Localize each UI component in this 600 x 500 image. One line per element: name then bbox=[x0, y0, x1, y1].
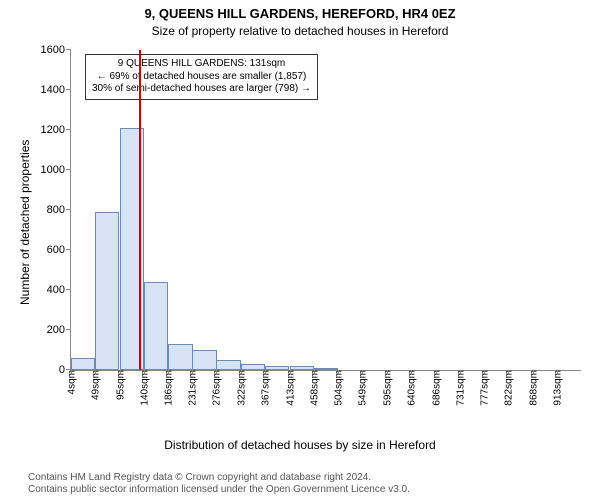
x-tick-mark bbox=[533, 370, 534, 375]
y-tick-mark bbox=[66, 249, 71, 250]
x-tick-mark bbox=[411, 370, 412, 375]
x-tick-label: 549sqm bbox=[356, 370, 369, 406]
attribution-line: Contains public sector information licen… bbox=[28, 484, 600, 496]
plot-area: 9 QUEENS HILL GARDENS: 131sqm ← 69% of d… bbox=[70, 50, 581, 371]
x-tick-mark bbox=[71, 370, 72, 375]
x-tick-label: 595sqm bbox=[380, 370, 393, 406]
x-tick-mark bbox=[95, 370, 96, 375]
x-tick-label: 322sqm bbox=[235, 370, 248, 406]
x-tick-mark bbox=[290, 370, 291, 375]
x-tick-label: 504sqm bbox=[332, 370, 345, 406]
x-tick-mark bbox=[120, 370, 121, 375]
y-tick-label: 400 bbox=[47, 284, 71, 296]
x-tick-label: 822sqm bbox=[502, 370, 515, 406]
histogram-bar bbox=[168, 344, 192, 370]
x-tick-label: 186sqm bbox=[162, 370, 175, 406]
x-tick-label: 413sqm bbox=[283, 370, 296, 406]
histogram-bar bbox=[192, 350, 216, 370]
y-tick-label: 1600 bbox=[41, 44, 71, 56]
x-tick-label: 140sqm bbox=[137, 370, 150, 406]
attribution-line: Contains HM Land Registry data © Crown c… bbox=[28, 472, 600, 484]
histogram-bar bbox=[241, 364, 265, 370]
y-tick-mark bbox=[66, 329, 71, 330]
y-tick-label: 1400 bbox=[41, 84, 71, 96]
histogram-bar bbox=[144, 282, 168, 370]
annotation-line: 30% of semi-detached houses are larger (… bbox=[92, 83, 311, 96]
attribution-footer: Contains HM Land Registry data © Crown c… bbox=[0, 472, 600, 496]
x-tick-label: 731sqm bbox=[453, 370, 466, 406]
histogram-bar bbox=[265, 366, 289, 370]
x-tick-label: 913sqm bbox=[550, 370, 563, 406]
annotation-line: ← 69% of detached houses are smaller (1,… bbox=[92, 71, 311, 84]
x-tick-label: 686sqm bbox=[429, 370, 442, 406]
x-tick-mark bbox=[338, 370, 339, 375]
y-tick-mark bbox=[66, 289, 71, 290]
x-tick-mark bbox=[508, 370, 509, 375]
histogram-bar bbox=[71, 358, 95, 370]
x-tick-label: 276sqm bbox=[210, 370, 223, 406]
x-tick-mark bbox=[557, 370, 558, 375]
y-tick-mark bbox=[66, 169, 71, 170]
y-tick-label: 200 bbox=[47, 324, 71, 336]
y-axis-label: Number of detached properties bbox=[18, 140, 32, 305]
x-tick-mark bbox=[168, 370, 169, 375]
x-tick-mark bbox=[265, 370, 266, 375]
x-tick-mark bbox=[387, 370, 388, 375]
histogram-bar bbox=[95, 212, 119, 370]
x-tick-label: 868sqm bbox=[526, 370, 539, 406]
x-tick-label: 231sqm bbox=[186, 370, 199, 406]
y-tick-label: 800 bbox=[47, 204, 71, 216]
histogram-bar bbox=[314, 368, 338, 370]
chart-subtitle: Size of property relative to detached ho… bbox=[0, 24, 600, 38]
y-tick-label: 600 bbox=[47, 244, 71, 256]
y-tick-mark bbox=[66, 129, 71, 130]
x-tick-label: 640sqm bbox=[405, 370, 418, 406]
x-tick-mark bbox=[460, 370, 461, 375]
x-tick-mark bbox=[241, 370, 242, 375]
reference-line bbox=[139, 50, 141, 370]
x-tick-mark bbox=[216, 370, 217, 375]
x-tick-mark bbox=[436, 370, 437, 375]
y-tick-label: 1000 bbox=[41, 164, 71, 176]
annotation-box: 9 QUEENS HILL GARDENS: 131sqm ← 69% of d… bbox=[85, 54, 318, 100]
x-tick-mark bbox=[314, 370, 315, 375]
x-tick-label: 458sqm bbox=[307, 370, 320, 406]
x-tick-mark bbox=[484, 370, 485, 375]
x-tick-mark bbox=[362, 370, 363, 375]
x-axis-label: Distribution of detached houses by size … bbox=[0, 438, 600, 452]
histogram-bar bbox=[216, 360, 240, 370]
y-tick-label: 1200 bbox=[41, 124, 71, 136]
histogram-bar bbox=[290, 366, 314, 370]
y-tick-mark bbox=[66, 89, 71, 90]
chart-title: 9, QUEENS HILL GARDENS, HEREFORD, HR4 0E… bbox=[0, 6, 600, 21]
annotation-line: 9 QUEENS HILL GARDENS: 131sqm bbox=[92, 58, 311, 71]
x-tick-label: 367sqm bbox=[259, 370, 272, 406]
chart-container: 9, QUEENS HILL GARDENS, HEREFORD, HR4 0E… bbox=[0, 0, 600, 500]
x-tick-label: 777sqm bbox=[478, 370, 491, 406]
y-tick-mark bbox=[66, 209, 71, 210]
x-tick-mark bbox=[144, 370, 145, 375]
y-tick-mark bbox=[66, 49, 71, 50]
x-tick-mark bbox=[192, 370, 193, 375]
